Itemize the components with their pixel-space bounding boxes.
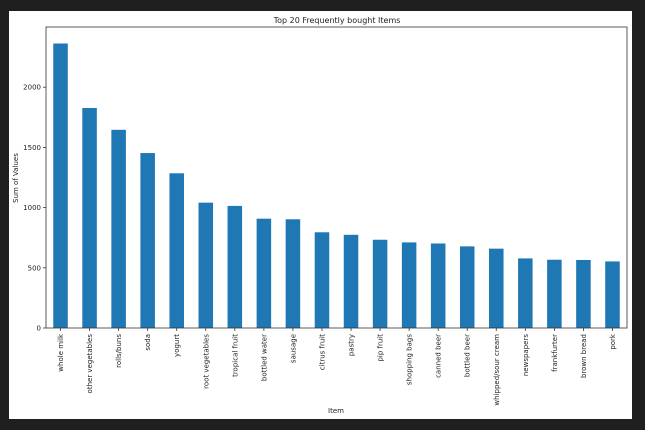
x-tick-label: sausage	[289, 334, 297, 363]
x-tick-label: whipped/sour cream	[493, 334, 501, 406]
bar-whipped-sour-cream	[489, 248, 504, 328]
bar-yogurt	[169, 173, 184, 328]
x-axis-label: Item	[328, 407, 344, 415]
x-tick-label: soda	[144, 334, 152, 351]
x-tick-label: bottled beer	[464, 334, 472, 377]
x-tick-label: citrus fruit	[318, 334, 326, 370]
y-axis-label: Sum of Values	[12, 153, 20, 203]
bar-brown-bread	[576, 259, 591, 328]
bar-bottled-beer	[459, 246, 475, 328]
y-tick-label: 2000	[23, 84, 41, 92]
x-tick-label: pork	[609, 333, 617, 350]
x-tick-label: tropical fruit	[231, 334, 239, 377]
bars-group	[53, 43, 620, 328]
bar-root-vegetables	[198, 202, 214, 328]
y-axis-ticks: 0 500 1000 1500 2000	[23, 84, 46, 333]
x-tick-label: pastry	[348, 334, 356, 356]
bar-sausage	[285, 219, 301, 328]
x-tick-label: canned beer	[435, 334, 443, 378]
bar-pastry	[343, 234, 359, 328]
bar-shopping-bags	[401, 242, 417, 328]
x-tick-label: whole milk	[57, 333, 65, 372]
x-tick-label: rolls/buns	[115, 334, 123, 368]
bar-newspapers	[518, 258, 533, 328]
bar-pip-fruit	[372, 239, 388, 328]
x-tick-label: root vegetables	[202, 334, 210, 389]
x-tick-label: shopping bags	[406, 334, 414, 385]
bar-other-vegetables	[82, 108, 97, 328]
bar-citrus-fruit	[314, 232, 330, 328]
x-tick-label: brown bread	[580, 334, 588, 378]
chart-figure: Top 20 Frequently bought Items Sum of Va…	[9, 11, 632, 419]
bar-frankfurter	[547, 259, 562, 328]
x-tick-label: newspapers	[522, 334, 530, 376]
bar-rolls-buns	[111, 129, 126, 328]
bar-tropical-fruit	[227, 205, 243, 328]
bar-chart: Top 20 Frequently bought Items Sum of Va…	[12, 16, 628, 415]
y-tick-label: 1500	[23, 144, 41, 152]
x-axis-ticks: whole milk other vegetables rolls/buns soda…	[57, 328, 617, 406]
x-tick-label: pip fruit	[377, 334, 385, 362]
x-tick-label: yogurt	[173, 334, 181, 357]
y-tick-label: 500	[28, 264, 41, 272]
chart-title: Top 20 Frequently bought Items	[273, 16, 401, 25]
x-tick-label: frankfurter	[551, 334, 559, 372]
bar-bottled-water	[256, 218, 272, 328]
y-tick-label: 0	[37, 325, 41, 333]
plot-frame	[45, 26, 628, 329]
bar-canned-beer	[430, 243, 446, 328]
bar-soda	[140, 153, 155, 328]
x-tick-label: bottled water	[260, 334, 268, 381]
y-tick-label: 1000	[23, 204, 41, 212]
bar-whole-milk	[53, 43, 68, 328]
x-tick-label: other vegetables	[86, 334, 94, 394]
bar-pork	[605, 261, 620, 328]
